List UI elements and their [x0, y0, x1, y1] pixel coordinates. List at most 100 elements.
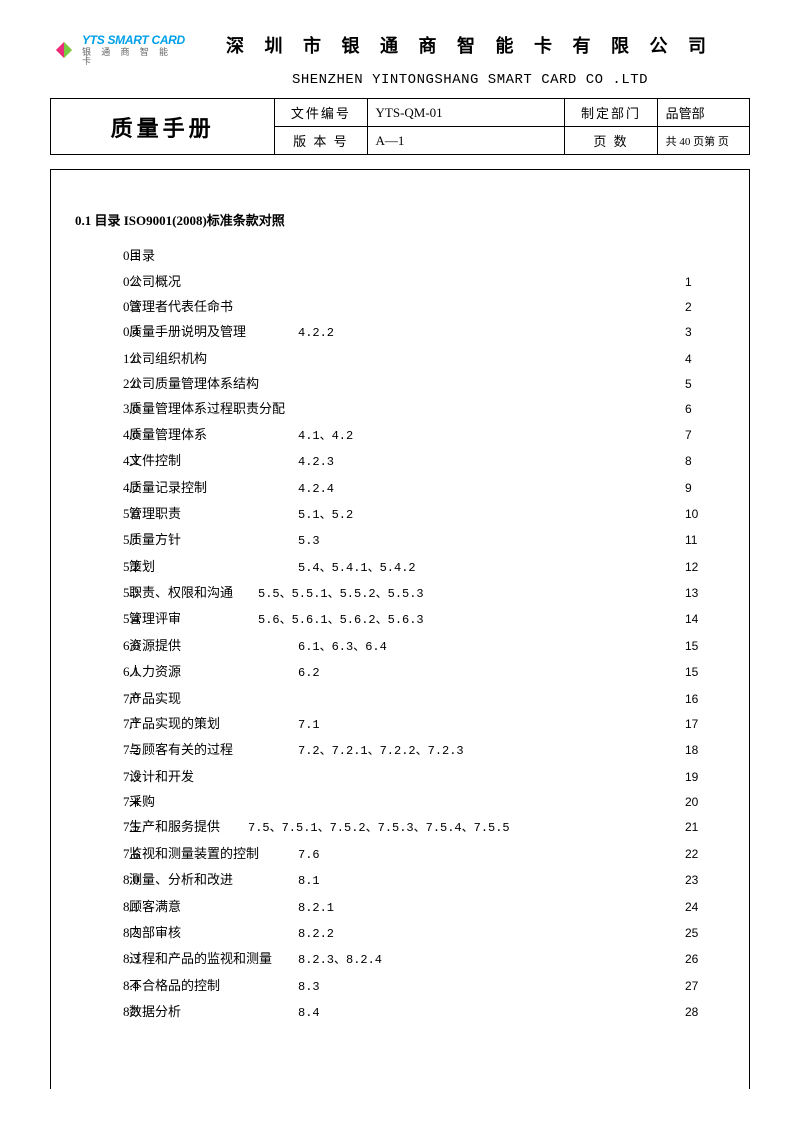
toc-label: 目录 [123, 249, 298, 262]
toc-row: 6.1人力资源6.215 [75, 659, 725, 685]
toc-clause: 7.1 [298, 719, 685, 731]
toc-clause: 5.3 [298, 535, 685, 547]
toc-num: 8.4 [75, 979, 123, 992]
toc-num: 8.2 [75, 926, 123, 939]
toc-num: 7.4 [75, 795, 123, 808]
toc-label: 监视和测量装置的控制 [123, 847, 298, 860]
toc-row: 5.0管理职责5.1、5.210 [75, 501, 725, 527]
toc-label: 产品实现的策划 [123, 717, 298, 730]
toc-clause: 5.1、5.2 [298, 509, 685, 521]
toc-label: 与顾客有关的过程 [123, 743, 298, 756]
toc-label: 设计和开发 [123, 770, 298, 783]
toc-clause: 8.2.3、8.2.4 [298, 954, 685, 966]
toc-row: 0.2公司概况1 [75, 268, 725, 293]
version-value: A—1 [367, 127, 565, 155]
toc-page: 21 [685, 821, 725, 833]
document-page: YTS SMART CARD 银 通 商 智 能 卡 深 圳 市 银 通 商 智… [0, 0, 800, 1129]
toc-row: 7.3设计和开发19 [75, 764, 725, 789]
docno-label: 文件编号 [275, 99, 367, 127]
toc-clause: 6.1、6.3、6.4 [298, 641, 685, 653]
toc-row: 7.6监视和测量装置的控制7.622 [75, 841, 725, 867]
doc-title: 质量手册 [51, 99, 275, 155]
toc-row: 1.0公司组织机构4 [75, 346, 725, 371]
toc-row: 6.0资源提供6.1、6.3、6.415 [75, 633, 725, 659]
toc-page: 23 [685, 874, 725, 886]
toc-row: 3.0质量管理体系过程职责分配 6 [75, 396, 725, 421]
toc-label: 公司概况 [123, 275, 298, 288]
toc-body: 0.1目录0.2公司概况10.3管理者代表任命书20.4质量手册说明及管理4.2… [75, 243, 725, 1025]
toc-num: 8.1 [75, 900, 123, 913]
toc-num: 7.6 [75, 847, 123, 860]
company-logo: YTS SMART CARD 银 通 商 智 能 卡 [50, 30, 190, 70]
toc-clause: 4.2.3 [298, 456, 685, 468]
toc-num: 7.5 [75, 820, 123, 833]
toc-row: 8.1顾客满意8.2.124 [75, 893, 725, 919]
toc-page: 3 [685, 326, 725, 338]
toc-label: 管理者代表任命书 [123, 300, 298, 313]
toc-label: 质量管理体系 [123, 428, 298, 441]
toc-page: 10 [685, 508, 725, 520]
toc-num: 8.0 [75, 873, 123, 886]
toc-clause: 5.4、5.4.1、5.4.2 [298, 562, 685, 574]
toc-clause: 4.2.4 [298, 483, 685, 495]
content-frame: 0.1 目录 ISO9001(2008)标准条款对照 0.1目录0.2公司概况1… [50, 169, 750, 1089]
toc-row: 8.5数据分析8.428 [75, 999, 725, 1025]
toc-clause: 4.1、4.2 [298, 430, 685, 442]
toc-row: 7.1产品实现的策划7.117 [75, 711, 725, 737]
toc-clause: 7.5、7.5.1、7.5.2、7.5.3、7.5.4、7.5.5 [248, 822, 685, 834]
toc-page: 15 [685, 666, 725, 678]
toc-page: 25 [685, 927, 725, 939]
toc-clause: 8.2.1 [298, 902, 685, 914]
toc-page: 18 [685, 744, 725, 756]
toc-page: 27 [685, 980, 725, 992]
toc-label: 公司组织机构 [123, 352, 298, 365]
toc-row: 7.4采购20 [75, 789, 725, 814]
toc-page: 20 [685, 796, 725, 808]
toc-num: 5.3 [75, 586, 123, 599]
toc-title: 0.1 目录 ISO9001(2008)标准条款对照 [75, 210, 725, 229]
logo-brand-en: YTS SMART CARD [82, 34, 190, 46]
toc-row: 8.2内部审核8.2.225 [75, 920, 725, 946]
dept-value: 品管部 [657, 99, 749, 127]
toc-page: 11 [685, 534, 725, 546]
toc-page: 2 [685, 301, 725, 313]
toc-row: 8.0测量、分析和改进8.123 [75, 867, 725, 893]
logo-brand-cn: 银 通 商 智 能 卡 [82, 48, 190, 66]
toc-num: 5.0 [75, 507, 123, 520]
toc-clause: 8.3 [298, 981, 685, 993]
toc-num: 4.0 [75, 428, 123, 441]
toc-num: 0.3 [75, 300, 123, 313]
toc-row: 4.0质量管理体系4.1、4.27 [75, 422, 725, 448]
toc-page: 28 [685, 1006, 725, 1018]
toc-num: 3.0 [75, 402, 123, 415]
toc-page: 19 [685, 771, 725, 783]
toc-row: 7.2与顾客有关的过程7.2、7.2.1、7.2.2、7.2.318 [75, 737, 725, 763]
toc-page: 22 [685, 848, 725, 860]
toc-num: 7.0 [75, 692, 123, 705]
toc-page: 13 [685, 587, 725, 599]
toc-num: 5.1 [75, 533, 123, 546]
toc-page: 6 [685, 403, 725, 415]
toc-clause: 5.6、5.6.1、5.6.2、5.6.3 [258, 614, 685, 626]
toc-row: 7.0产品实现16 [75, 685, 725, 710]
logo-text: YTS SMART CARD 银 通 商 智 能 卡 [82, 34, 190, 66]
toc-clause: 8.1 [298, 875, 685, 887]
toc-label: 文件控制 [123, 454, 298, 467]
header-titles: 深 圳 市 银 通 商 智 能 卡 有 限 公 司 SHENZHEN YINTO… [190, 30, 750, 88]
toc-clause: 8.4 [298, 1007, 685, 1019]
toc-label: 质量管理体系过程职责分配 [123, 402, 298, 415]
toc-row: 0.1目录 [75, 243, 725, 268]
toc-label: 质量手册说明及管理 [123, 325, 298, 338]
toc-row: 5.1质量方针5.311 [75, 527, 725, 553]
toc-clause: 6.2 [298, 667, 685, 679]
toc-num: 4.2 [75, 481, 123, 494]
toc-row: 5.3职责、权限和沟通5.5、5.5.1、5.5.2、5.5.313 [75, 580, 725, 606]
toc-page: 1 [685, 276, 725, 288]
toc-page: 26 [685, 953, 725, 965]
toc-page: 17 [685, 718, 725, 730]
toc-num: 0.4 [75, 325, 123, 338]
toc-row: 4.2质量记录控制4.2.49 [75, 474, 725, 500]
toc-page: 15 [685, 640, 725, 652]
toc-label: 过程和产品的监视和测量 [123, 952, 298, 965]
toc-label: 资源提供 [123, 639, 298, 652]
